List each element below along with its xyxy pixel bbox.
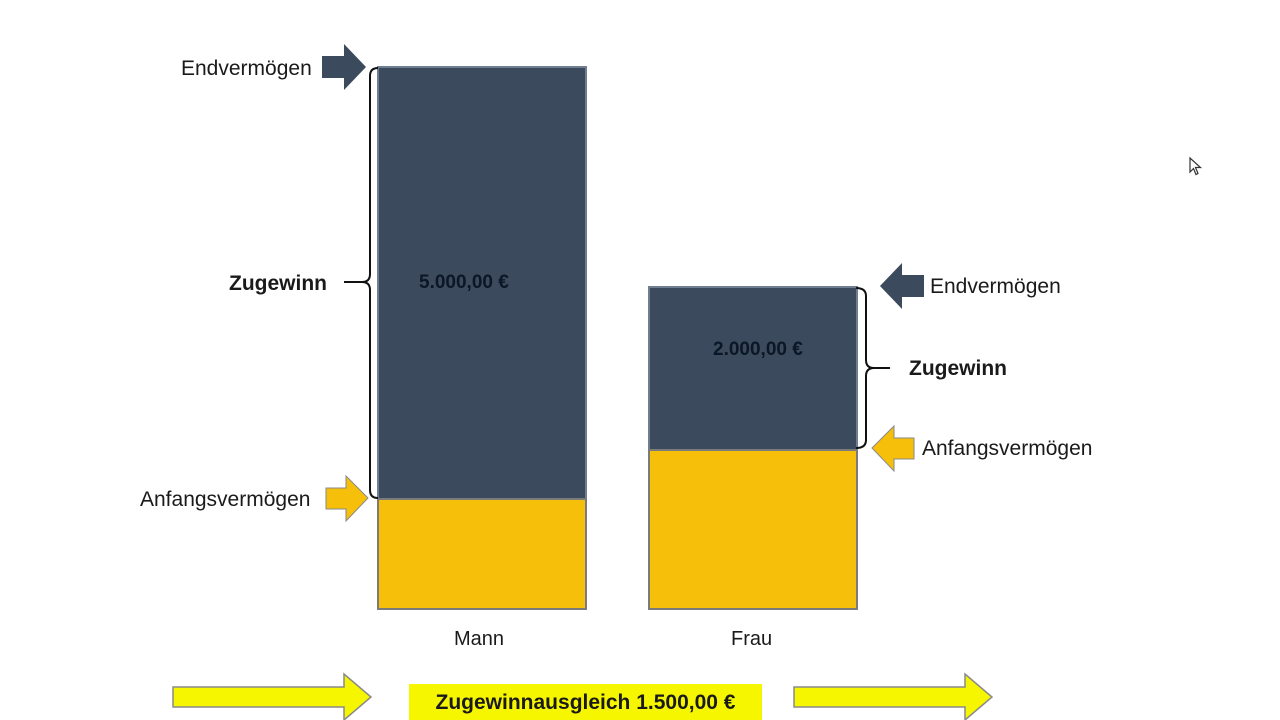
bar-frau-value-label: 2.000,00 € [713, 339, 803, 360]
bar-frau-anfangsvermoegen [648, 449, 858, 610]
arrow-right-icon [793, 672, 994, 720]
label-endvermoegen-mann: Endvermögen [181, 57, 312, 80]
arrow-left-icon [880, 263, 924, 309]
banner-zugewinnausgleich: Zugewinnausgleich 1.500,00 € [409, 684, 762, 720]
bar-mann-anfangsvermoegen [377, 498, 587, 610]
category-label-mann: Mann [454, 628, 505, 650]
bar-mann-value-label: 5.000,00 € [419, 272, 509, 293]
arrow-left-icon [871, 424, 915, 473]
label-anfangsvermoegen-mann: Anfangsvermögen [140, 488, 311, 511]
curly-brace-icon [855, 287, 890, 449]
bar-mann-zugewinn [377, 66, 587, 500]
arrow-right-icon [325, 474, 369, 523]
arrow-right-icon [172, 672, 373, 720]
label-anfangsvermoegen-frau: Anfangsvermögen [922, 437, 1093, 460]
label-zugewinn-frau: Zugewinn [909, 357, 1007, 380]
bar-frau-zugewinn [648, 286, 858, 451]
curly-brace-icon [344, 67, 379, 499]
label-zugewinn-mann: Zugewinn [229, 272, 327, 295]
label-endvermoegen-frau: Endvermögen [930, 275, 1061, 298]
category-label-frau: Frau [731, 628, 773, 650]
cursor-icon [1189, 156, 1203, 176]
arrow-right-icon [322, 44, 366, 90]
